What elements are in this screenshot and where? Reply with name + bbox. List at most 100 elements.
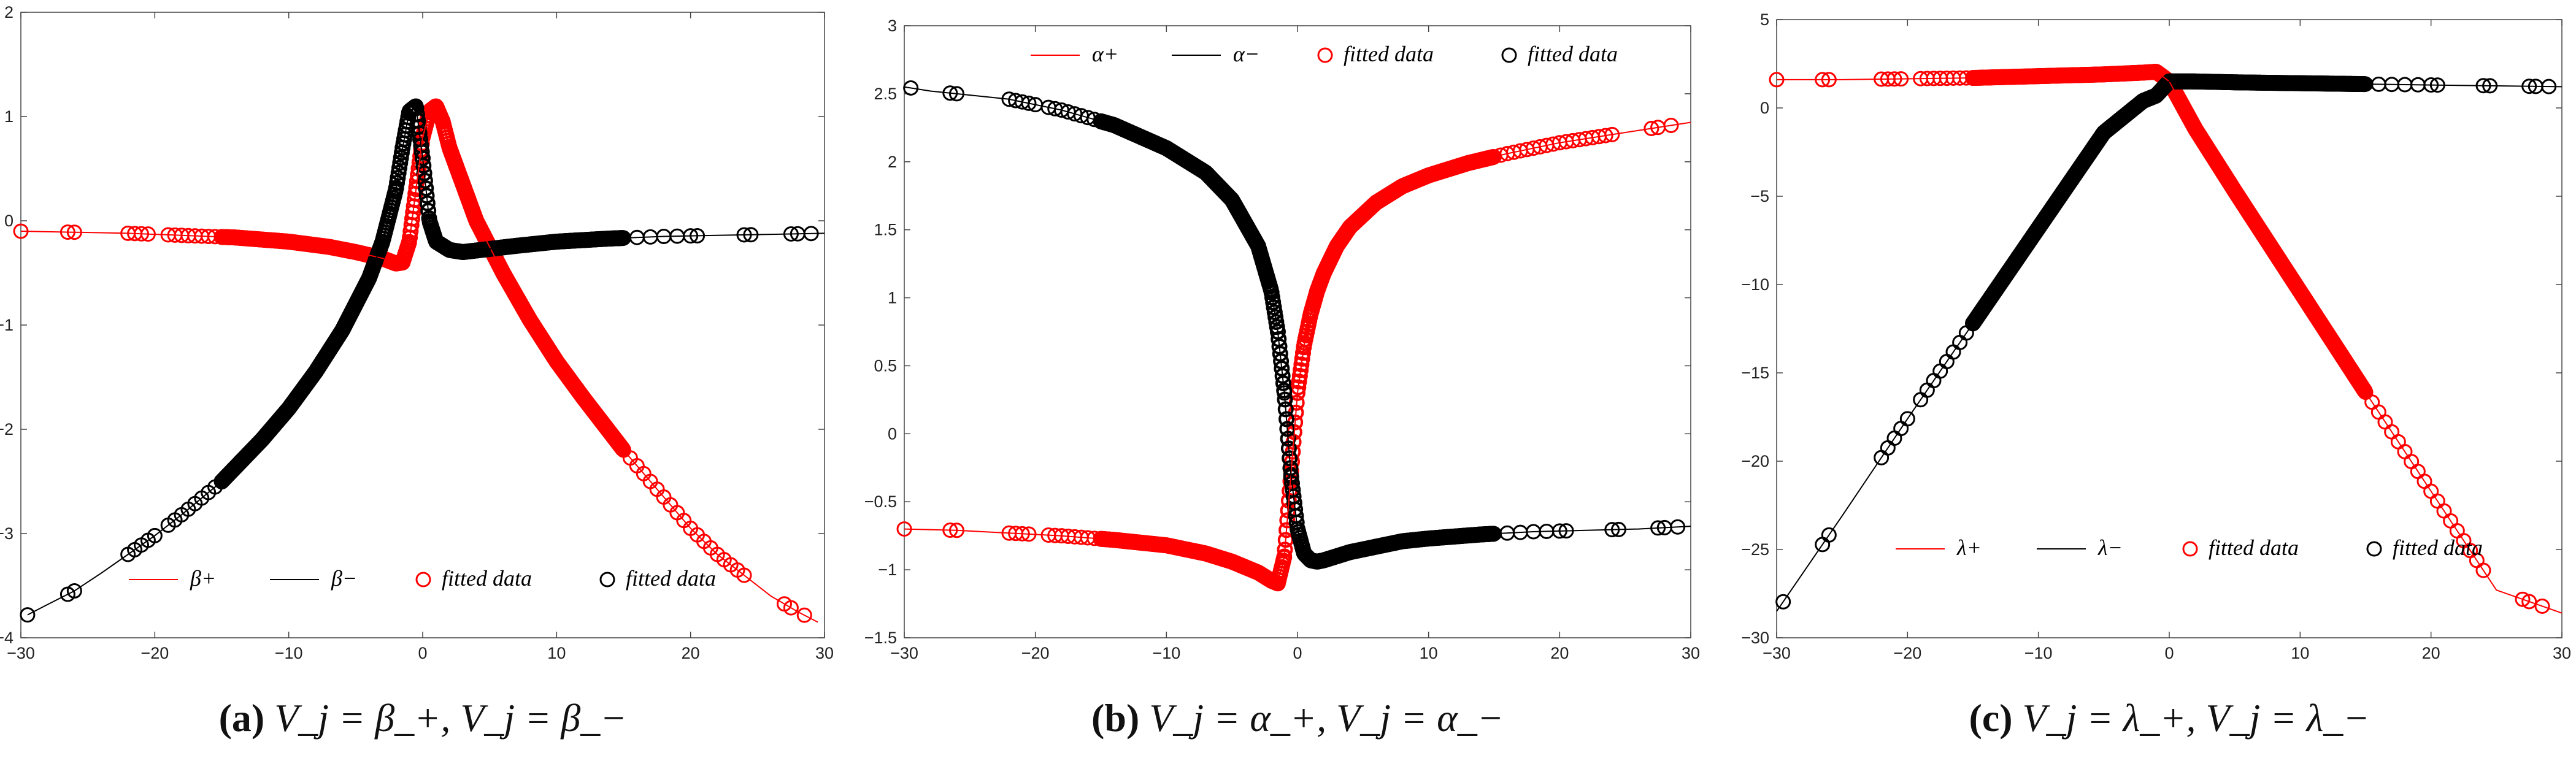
fitted-data-marker bbox=[1271, 331, 1287, 347]
fitted-data-marker bbox=[2031, 220, 2047, 236]
panel-caption: (b) V_j = α_+, V_j = α_− bbox=[1091, 696, 1504, 740]
fitted-data-marker bbox=[522, 312, 538, 327]
fitted-data-marker bbox=[442, 140, 458, 156]
series-line-plus bbox=[904, 121, 1691, 584]
legend-marker-swatch bbox=[599, 572, 615, 588]
fitted-data-marker bbox=[1099, 115, 1115, 131]
legend-marker-swatch bbox=[2182, 541, 2198, 557]
chart-panel-3: −30 −20 −10 0 10 20 30 −30 −25 −20 −15 −10 −5 0 5 λ+ λ− f… bbox=[1741, 10, 2571, 740]
legend: β+ β− fitted data fitted data bbox=[129, 566, 716, 591]
y-tick-label: 0 bbox=[4, 212, 13, 230]
legend-label: fitted data bbox=[442, 566, 532, 591]
x-tick-label: −30 bbox=[7, 644, 35, 662]
legend-marker-swatch bbox=[415, 572, 431, 588]
fitted-data-marker bbox=[418, 180, 434, 196]
fitted-data-marker bbox=[1021, 95, 1037, 111]
fitted-data-marker bbox=[602, 425, 618, 441]
fitted-data-marker bbox=[536, 333, 551, 348]
fitted-data-marker bbox=[2227, 183, 2243, 199]
fitted-data-marker bbox=[307, 364, 323, 380]
fitted-data-marker bbox=[348, 296, 364, 312]
y-tick-label: −0.5 bbox=[864, 492, 897, 511]
y-tick-label: 0.5 bbox=[874, 356, 897, 375]
fitted-data-marker bbox=[2174, 98, 2190, 113]
fitted-data-marker bbox=[1270, 324, 1286, 340]
fitted-data-marker bbox=[903, 80, 919, 96]
fitted-data-marker bbox=[2266, 243, 2282, 259]
fitted-data-marker bbox=[1274, 360, 1290, 377]
fitted-data-marker bbox=[1309, 554, 1325, 570]
fitted-data-marker bbox=[461, 194, 477, 210]
fitted-data-marker bbox=[1991, 277, 2007, 293]
fitted-data-marker bbox=[419, 195, 436, 212]
y-tick-label: 1 bbox=[888, 289, 897, 307]
fitted-data-marker bbox=[294, 382, 310, 398]
y-tick-label: −15 bbox=[1741, 364, 1769, 382]
series-line-plus bbox=[20, 105, 818, 623]
fitted-data-marker bbox=[388, 182, 404, 197]
fitted-data-marker bbox=[227, 459, 243, 475]
fitted-data-marker bbox=[417, 172, 433, 189]
x-tick-label: 30 bbox=[815, 644, 834, 662]
x-tick-label: −10 bbox=[275, 644, 303, 662]
x-tick-label: 10 bbox=[1420, 644, 1438, 662]
fitted-data-marker bbox=[1275, 375, 1291, 391]
y-tick-label: 2.5 bbox=[874, 85, 897, 103]
fitted-data-marker bbox=[1290, 379, 1307, 396]
fitted-data-marker bbox=[1185, 156, 1201, 172]
fitted-data-marker bbox=[401, 234, 417, 250]
legend-label: fitted data bbox=[2209, 535, 2299, 560]
fitted-data-marker bbox=[2345, 364, 2361, 380]
fitted-data-marker bbox=[418, 188, 435, 204]
y-tick-label: −1 bbox=[0, 316, 13, 334]
fitted-data-marker bbox=[1355, 207, 1371, 223]
fitted-data-marker bbox=[1407, 173, 1423, 189]
y-tick-label: 1 bbox=[4, 107, 13, 126]
fitted-data-marker bbox=[1316, 266, 1332, 281]
y-tick-label: −1 bbox=[878, 561, 897, 579]
y-tick-label: −5 bbox=[1750, 187, 1769, 205]
y-tick-label: 2 bbox=[4, 3, 13, 21]
fitted-data-marker bbox=[394, 255, 410, 270]
fitted-data-marker bbox=[2253, 223, 2269, 239]
y-tick-label: 1.5 bbox=[874, 221, 897, 239]
fitted-data-marker bbox=[1293, 356, 1310, 373]
fitted-data-marker bbox=[428, 98, 444, 114]
legend-marker-swatch bbox=[2366, 541, 2382, 557]
legend-label: β+ bbox=[190, 566, 216, 591]
fitted-data-marker bbox=[2521, 594, 2537, 610]
legend-label: fitted data bbox=[1344, 42, 1434, 66]
fitted-data-marker bbox=[548, 354, 564, 369]
fitted-data-marker bbox=[1978, 296, 1994, 312]
x-tick-label: 0 bbox=[418, 644, 427, 662]
fitted-data-marker bbox=[1237, 559, 1253, 575]
fitted-data-marker bbox=[1172, 148, 1188, 164]
x-tick-label: −20 bbox=[1021, 644, 1050, 662]
fitted-data-marker bbox=[1291, 373, 1307, 390]
x-tick-label: −30 bbox=[890, 644, 918, 662]
fitted-data-marker bbox=[1273, 353, 1290, 369]
fitted-data-marker bbox=[1270, 575, 1286, 591]
fitted-data-marker bbox=[361, 270, 377, 286]
fitted-data-marker bbox=[2083, 144, 2099, 159]
fitted-data-marker bbox=[421, 213, 437, 229]
fitted-data-marker bbox=[1302, 306, 1318, 322]
fitted-data-marker bbox=[1382, 186, 1398, 202]
fitted-data-marker bbox=[2017, 239, 2033, 255]
y-tick-label: 0 bbox=[888, 424, 897, 443]
fitted-data-marker bbox=[1145, 134, 1161, 150]
fitted-data-marker bbox=[1899, 411, 1915, 427]
x-tick-label: −10 bbox=[2024, 644, 2053, 662]
fitted-data-marker bbox=[267, 416, 283, 432]
legend-label: α− bbox=[1233, 42, 1259, 66]
fitted-data-marker bbox=[2056, 182, 2072, 198]
series-line-minus bbox=[1776, 80, 2563, 612]
fitted-data-marker bbox=[1132, 129, 1148, 145]
x-tick-label: 20 bbox=[2422, 644, 2440, 662]
fitted-data-marker bbox=[66, 583, 82, 599]
fitted-data-marker bbox=[942, 85, 958, 101]
legend: λ+ λ− fitted data fitted data bbox=[1896, 535, 2483, 560]
fitted-data-marker bbox=[1322, 251, 1338, 267]
y-tick-label: −20 bbox=[1741, 452, 1769, 470]
